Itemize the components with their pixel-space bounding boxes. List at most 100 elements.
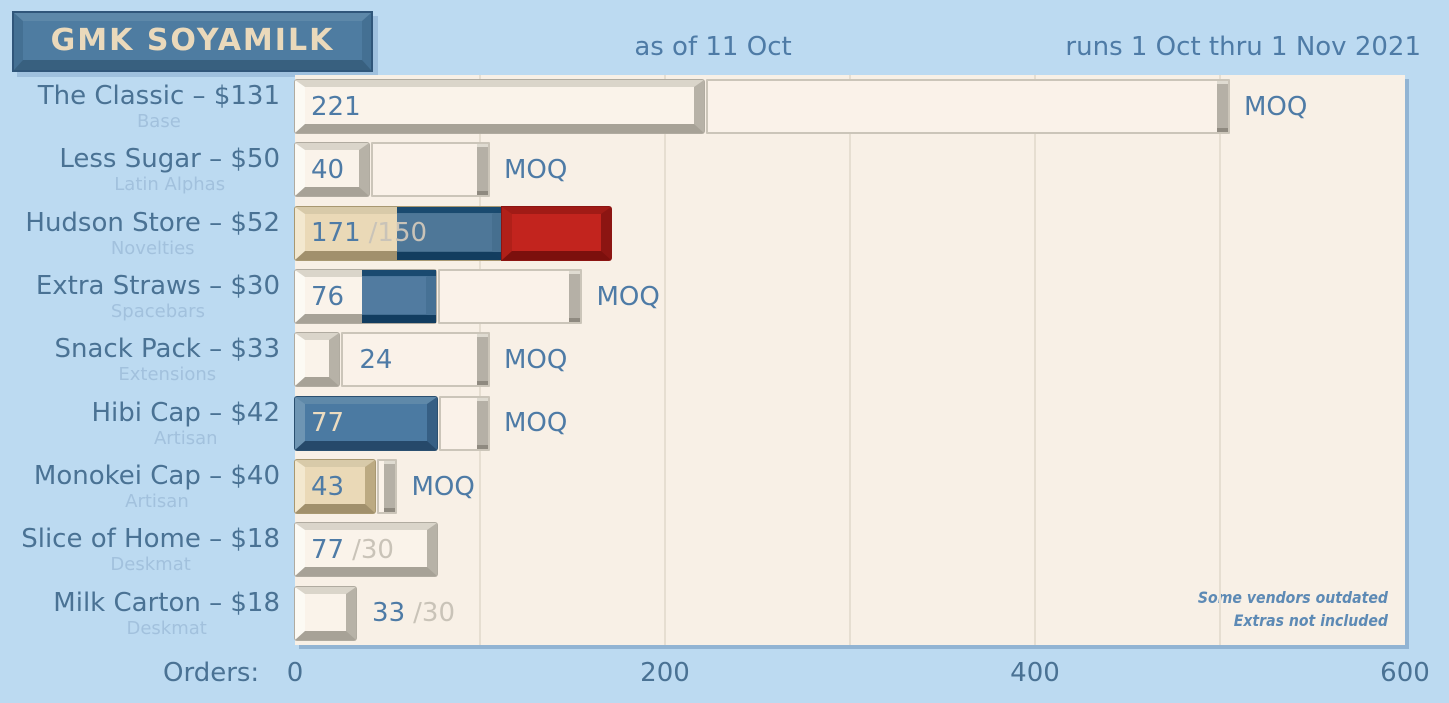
row-label-group: The Classic – $131 Base <box>0 75 280 138</box>
title-keycap: GMK SOYAMILK <box>14 13 371 70</box>
x-tick-label: 0 <box>286 658 304 688</box>
row-label-group: Hudson Store – $52 Novelties <box>0 202 280 265</box>
bar-fill <box>295 460 375 513</box>
bar-value-label: 171/150 <box>311 207 427 260</box>
bar-moq-outline <box>376 459 398 514</box>
row-label-group: Hibi Cap – $42 Artisan <box>0 392 280 455</box>
moq-label: MOQ <box>596 281 660 312</box>
order-count: 171 <box>311 218 361 249</box>
bar-fill <box>295 80 704 133</box>
bar-fill <box>295 586 357 640</box>
cap-count: /30 <box>352 534 394 565</box>
row-sublabel: Deskmat <box>110 554 191 576</box>
row-label: Monokei Cap – $40 <box>33 461 280 492</box>
row-sublabel: Artisan <box>125 491 189 513</box>
plot-area: Some vendors outdated Extras not include… <box>295 75 1405 645</box>
keycap-end-nub <box>569 271 581 322</box>
as-of-date: as of 11 Oct <box>634 32 792 62</box>
row-sublabel: Spacebars <box>110 301 205 323</box>
gridline <box>849 75 851 645</box>
keycap-end-nub <box>476 334 488 386</box>
bar-value-label: 43 <box>311 460 344 513</box>
row-label: Hibi Cap – $42 <box>91 397 280 428</box>
row-label-pair: Extra Straws – $30 Spacebars <box>36 271 280 322</box>
order-count: 33 <box>372 598 406 629</box>
row-sublabel: Extensions <box>118 364 217 386</box>
x-tick-label: 400 <box>1010 658 1060 688</box>
row-label-pair: The Classic – $131 Base <box>38 81 280 132</box>
order-count: 43 <box>311 471 345 502</box>
bar-value-label: 33/30 <box>372 587 455 640</box>
bar-value-label: 40 <box>311 143 344 196</box>
row-label-pair: Snack Pack – $33 Extensions <box>55 334 280 385</box>
gridline <box>664 75 666 645</box>
order-count: 24 <box>359 344 393 375</box>
bar-fill <box>295 523 438 577</box>
cap-count: /30 <box>413 598 455 629</box>
bar-moq-outline <box>705 79 1230 134</box>
footnote-line-2: Extras not included <box>1233 611 1388 630</box>
row-label-group: Snack Pack – $33 Extensions <box>0 328 280 391</box>
row-label-group: Less Sugar – $50 Latin Alphas <box>0 138 280 201</box>
bar-value-label: 76 <box>311 270 344 323</box>
row-label-pair: Hibi Cap – $42 Artisan <box>91 398 280 449</box>
run-dates: runs 1 Oct thru 1 Nov 2021 <box>1065 32 1421 62</box>
bar-moq-outline <box>439 395 490 451</box>
order-count: 221 <box>311 91 361 122</box>
row-label: Milk Carton – $18 <box>53 587 280 618</box>
page-title: GMK SOYAMILK <box>50 23 335 58</box>
row-label: Snack Pack – $33 <box>54 334 280 365</box>
bar-moq-outline <box>437 269 583 324</box>
row-label-pair: Less Sugar – $50 Latin Alphas <box>59 144 280 195</box>
row-sublabel: Latin Alphas <box>114 174 226 196</box>
bar-fill <box>295 333 340 387</box>
cap-count: /150 <box>368 218 428 249</box>
moq-label: MOQ <box>504 408 568 439</box>
bar-value-label: 77 <box>311 397 344 450</box>
row-label: Less Sugar – $50 <box>59 144 280 175</box>
footnote: Some vendors outdated Extras not include… <box>1198 586 1388 632</box>
gridline <box>1219 75 1221 645</box>
row-label: Slice of Home – $18 <box>21 524 280 555</box>
bar-fill <box>295 396 438 450</box>
bar-value-label: 77/30 <box>311 523 394 576</box>
row-label-pair: Hudson Store – $52 Novelties <box>25 208 280 259</box>
footnote-line-1: Some vendors outdated <box>1197 588 1388 607</box>
row-label: The Classic – $131 <box>37 81 280 112</box>
order-count: 76 <box>311 281 345 312</box>
moq-label: MOQ <box>1244 91 1308 122</box>
bar-value-label: 221 <box>311 80 361 133</box>
moq-label: MOQ <box>504 344 568 375</box>
order-count: 77 <box>311 534 345 565</box>
gridline <box>1034 75 1036 645</box>
bar-value-label: 24 <box>359 333 392 386</box>
x-axis-title: Orders: <box>163 658 260 688</box>
keycap-end-nub <box>1216 81 1228 132</box>
keycap-end-nub <box>477 144 488 196</box>
x-tick-label: 600 <box>1380 658 1430 688</box>
row-sublabel: Base <box>136 111 181 133</box>
row-label-group: Milk Carton – $18 Deskmat <box>0 582 280 645</box>
bar-overlay <box>396 206 503 260</box>
row-sublabel: Deskmat <box>126 617 207 639</box>
row-label-pair: Slice of Home – $18 Deskmat <box>21 524 280 575</box>
keycap-end-nub <box>384 461 396 512</box>
order-count: 77 <box>311 408 345 439</box>
row-label-group: Slice of Home – $18 Deskmat <box>0 518 280 581</box>
moq-label: MOQ <box>411 471 475 502</box>
row-label-group: Monokei Cap – $40 Artisan <box>0 455 280 518</box>
row-sublabel: Novelties <box>110 237 195 259</box>
bar-moq-outline <box>371 142 490 198</box>
bar-moq-outline <box>341 332 490 388</box>
row-label-group: Extra Straws – $30 Spacebars <box>0 265 280 328</box>
keycap-end-nub <box>476 397 488 449</box>
moq-label: MOQ <box>504 154 568 185</box>
bar-overage <box>502 206 612 260</box>
row-label: Extra Straws – $30 <box>35 271 280 302</box>
x-tick-label: 200 <box>640 658 690 688</box>
row-sublabel: Artisan <box>153 427 218 449</box>
row-label-pair: Milk Carton – $18 Deskmat <box>53 588 280 639</box>
row-label: Hudson Store – $52 <box>25 207 280 238</box>
bar-overlay <box>361 270 436 323</box>
